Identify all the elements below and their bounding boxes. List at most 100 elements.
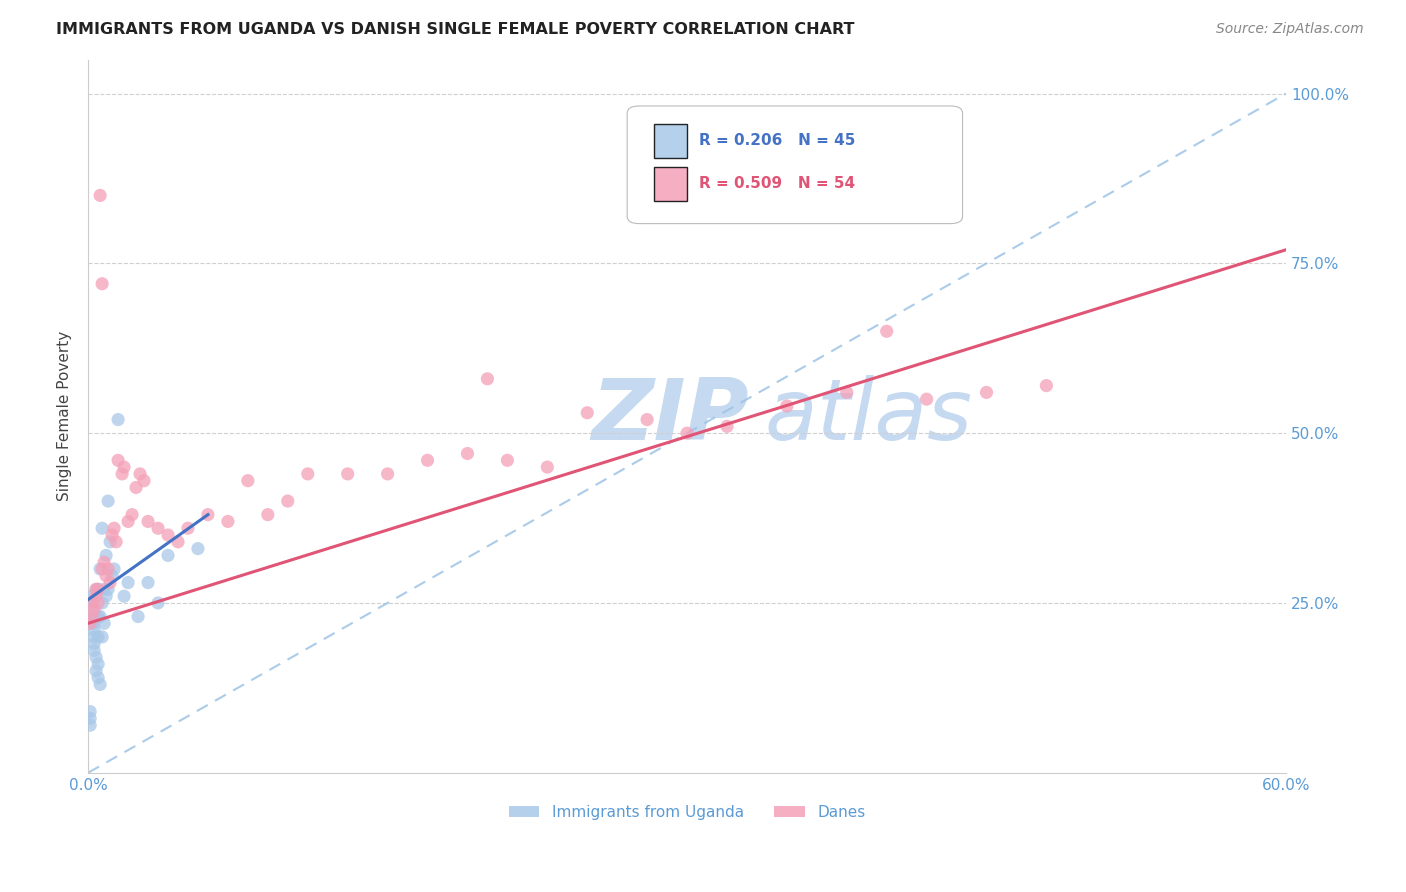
Point xyxy=(101,528,124,542)
Point xyxy=(876,324,898,338)
FancyBboxPatch shape xyxy=(654,124,688,158)
Point xyxy=(91,277,114,291)
Point xyxy=(82,609,104,624)
Point xyxy=(136,515,159,529)
Point xyxy=(456,446,478,460)
Point xyxy=(94,568,117,582)
Text: R = 0.509   N = 54: R = 0.509 N = 54 xyxy=(699,177,855,191)
Point xyxy=(167,534,190,549)
Point xyxy=(97,494,120,508)
Point xyxy=(256,508,278,522)
Point xyxy=(976,385,998,400)
Point xyxy=(97,582,120,597)
Point xyxy=(98,575,121,590)
Point xyxy=(127,609,149,624)
Point xyxy=(84,589,107,603)
Point xyxy=(84,609,107,624)
Point xyxy=(103,562,125,576)
Point xyxy=(87,657,110,671)
Point xyxy=(107,453,129,467)
Point xyxy=(117,515,139,529)
FancyBboxPatch shape xyxy=(654,167,688,201)
Point xyxy=(82,603,104,617)
FancyBboxPatch shape xyxy=(627,106,963,224)
Point xyxy=(132,474,155,488)
Point xyxy=(87,630,110,644)
Point xyxy=(84,650,107,665)
Point xyxy=(84,582,107,597)
Point xyxy=(177,521,200,535)
Point xyxy=(121,508,143,522)
Point xyxy=(716,419,738,434)
Point xyxy=(536,460,558,475)
Point xyxy=(129,467,152,481)
Point xyxy=(112,460,135,475)
Point xyxy=(377,467,399,481)
Point xyxy=(117,575,139,590)
Point xyxy=(79,616,101,631)
Text: ZIP: ZIP xyxy=(592,375,749,458)
Point xyxy=(496,453,519,467)
Point xyxy=(91,521,114,535)
Point xyxy=(91,630,114,644)
Point xyxy=(676,426,699,441)
Point xyxy=(94,549,117,563)
Point xyxy=(776,399,799,413)
Point xyxy=(83,603,105,617)
Point xyxy=(187,541,209,556)
Point xyxy=(83,616,105,631)
Text: Source: ZipAtlas.com: Source: ZipAtlas.com xyxy=(1216,22,1364,37)
Point xyxy=(89,609,111,624)
Point xyxy=(83,623,105,637)
Point xyxy=(107,412,129,426)
Point xyxy=(835,385,858,400)
Point xyxy=(91,596,114,610)
Point xyxy=(82,589,104,603)
Text: IMMIGRANTS FROM UGANDA VS DANISH SINGLE FEMALE POVERTY CORRELATION CHART: IMMIGRANTS FROM UGANDA VS DANISH SINGLE … xyxy=(56,22,855,37)
Point xyxy=(105,534,128,549)
Point xyxy=(89,562,111,576)
Point xyxy=(84,664,107,678)
Point xyxy=(1035,378,1057,392)
Point xyxy=(197,508,219,522)
Point xyxy=(87,582,110,597)
Point xyxy=(93,555,115,569)
Point xyxy=(277,494,299,508)
Point xyxy=(82,609,104,624)
Point xyxy=(79,705,101,719)
Point xyxy=(82,616,104,631)
Point xyxy=(111,467,134,481)
Point xyxy=(83,630,105,644)
Point xyxy=(97,562,120,576)
Point xyxy=(79,718,101,732)
Text: R = 0.206   N = 45: R = 0.206 N = 45 xyxy=(699,134,855,148)
Point xyxy=(103,521,125,535)
Point xyxy=(82,596,104,610)
Point xyxy=(84,582,107,597)
Point xyxy=(636,412,658,426)
Point xyxy=(336,467,359,481)
Point xyxy=(83,637,105,651)
Point xyxy=(93,582,115,597)
Point xyxy=(93,616,115,631)
Legend: Immigrants from Uganda, Danes: Immigrants from Uganda, Danes xyxy=(503,798,872,826)
Point xyxy=(416,453,439,467)
Y-axis label: Single Female Poverty: Single Female Poverty xyxy=(58,331,72,501)
Point xyxy=(89,677,111,691)
Point xyxy=(146,596,169,610)
Point xyxy=(112,589,135,603)
Point xyxy=(94,589,117,603)
Point xyxy=(79,711,101,725)
Point xyxy=(297,467,319,481)
Point xyxy=(101,568,124,582)
Point xyxy=(915,392,938,407)
Point xyxy=(91,562,114,576)
Point xyxy=(89,188,111,202)
Point xyxy=(82,596,104,610)
Point xyxy=(125,481,148,495)
Point xyxy=(87,582,110,597)
Point xyxy=(87,609,110,624)
Point xyxy=(83,643,105,657)
Point xyxy=(87,596,110,610)
Point xyxy=(576,406,599,420)
